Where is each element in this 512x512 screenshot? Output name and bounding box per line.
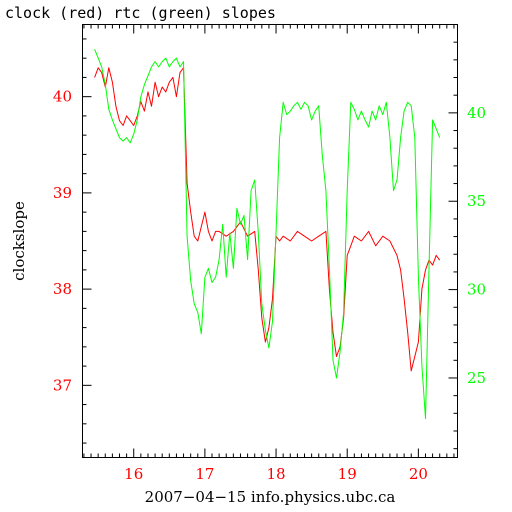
y-axis-label: clockslope: [10, 201, 28, 281]
x-tick-label: 19: [338, 465, 357, 483]
x-tick-label: 17: [195, 465, 214, 483]
plot-frame: [82, 24, 458, 458]
y-right-tick-label: 40: [467, 104, 486, 122]
rtc-series-line: [94, 49, 441, 420]
y-axis-left: 37 38 39 40: [53, 38, 92, 444]
y-right-tick-label: 35: [467, 192, 486, 210]
x-tick-label: 18: [267, 465, 286, 483]
y-left-tick-label: 38: [53, 280, 72, 298]
x-tick-label: 16: [124, 465, 143, 483]
rtc-series: [94, 49, 441, 420]
x-tick-label: 20: [409, 465, 428, 483]
x-axis: 16 17 18 19 20: [83, 24, 455, 483]
clock-series: [94, 67, 441, 372]
y-right-tick-label: 25: [467, 369, 486, 387]
x-axis-label: 2007−04−15 info.physics.ubc.ca: [145, 488, 396, 506]
clock-series-line: [94, 67, 441, 372]
chart-title: clock (red) rtc (green) slopes: [5, 4, 276, 22]
y-left-tick-label: 40: [53, 88, 72, 106]
y-axis-right: 25 30 35 40: [448, 24, 486, 450]
y-left-tick-label: 37: [53, 376, 72, 394]
y-right-tick-label: 30: [467, 281, 486, 299]
y-left-tick-label: 39: [53, 184, 72, 202]
